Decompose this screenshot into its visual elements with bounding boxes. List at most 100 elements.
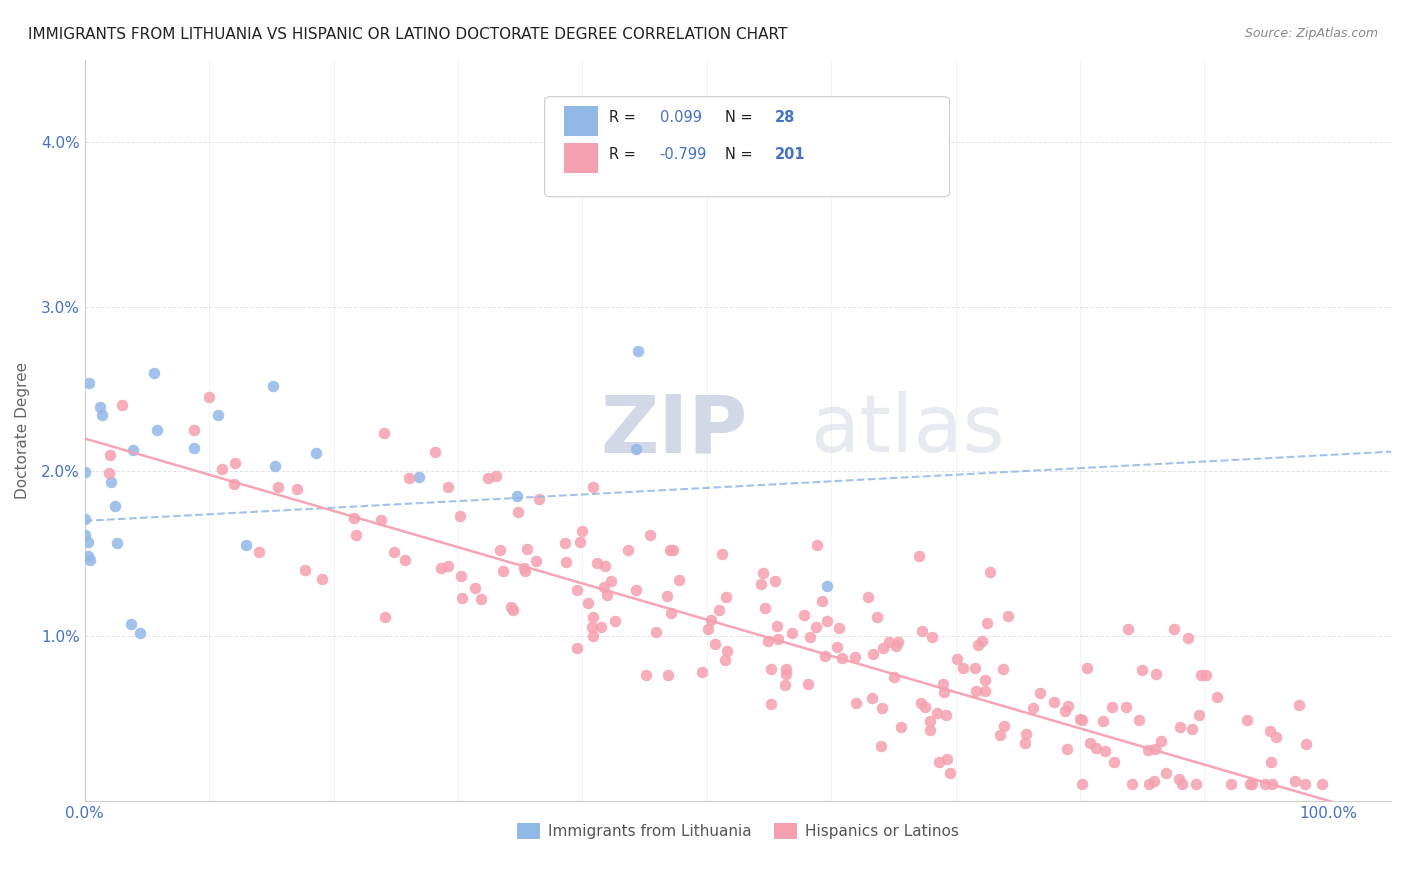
Point [825, 640, 848, 655]
Point [98, 448, 121, 462]
Point [374, 609, 396, 624]
Point [844, 649, 866, 664]
Text: IMMIGRANTS FROM LITHUANIA VS HISPANIC OR LATINO DOCTORATE DEGREE CORRELATION CHA: IMMIGRANTS FROM LITHUANIA VS HISPANIC OR… [28, 27, 787, 42]
Point [513, 561, 536, 575]
Point [603, 614, 626, 628]
Point [224, 457, 246, 471]
Point [491, 564, 513, 578]
Point [627, 344, 650, 359]
Point [1056, 742, 1078, 756]
Point [554, 536, 576, 550]
Point [988, 728, 1011, 742]
Point [1102, 755, 1125, 769]
Point [918, 723, 941, 738]
Point [780, 626, 803, 640]
Point [1310, 777, 1333, 791]
Point [489, 542, 512, 557]
Y-axis label: Doctorate Degree: Doctorate Degree [15, 361, 30, 499]
Point [501, 599, 523, 614]
Point [1167, 772, 1189, 786]
Point [759, 697, 782, 711]
Point [761, 663, 783, 677]
Point [970, 634, 993, 648]
Point [581, 620, 603, 634]
Point [122, 442, 145, 457]
Point [1043, 695, 1066, 709]
Point [294, 563, 316, 577]
Point [799, 630, 821, 644]
Point [1188, 708, 1211, 723]
Point [952, 661, 974, 675]
Point [311, 572, 333, 586]
Point [911, 624, 934, 639]
Point [582, 629, 605, 643]
Point [690, 665, 713, 679]
Point [120, 616, 142, 631]
Point [1076, 661, 1098, 675]
Point [211, 462, 233, 476]
Text: N =: N = [725, 110, 756, 125]
Point [1071, 777, 1094, 791]
Point [576, 596, 599, 610]
Point [398, 471, 420, 485]
Point [710, 547, 733, 561]
Point [343, 510, 366, 524]
Text: R =: R = [609, 110, 640, 125]
Point [815, 614, 838, 628]
Point [793, 608, 815, 623]
Point [430, 561, 453, 575]
Point [1144, 742, 1167, 756]
Point [993, 719, 1015, 733]
Point [1137, 777, 1160, 791]
Point [207, 408, 229, 422]
Point [768, 632, 790, 646]
Point [267, 479, 290, 493]
Point [714, 591, 737, 605]
Point [515, 541, 537, 556]
Point [247, 545, 270, 559]
Point [657, 668, 679, 682]
Point [75, 528, 97, 542]
Point [1219, 777, 1241, 791]
Point [1177, 632, 1199, 646]
Point [624, 582, 647, 597]
Point [890, 720, 912, 734]
Point [513, 564, 536, 578]
Point [775, 667, 797, 681]
Point [595, 588, 617, 602]
Point [860, 691, 883, 706]
Point [831, 650, 853, 665]
Point [524, 554, 547, 568]
Point [974, 673, 997, 687]
Point [582, 480, 605, 494]
Point [1014, 736, 1036, 750]
Point [224, 477, 246, 491]
Point [567, 583, 589, 598]
Point [749, 576, 772, 591]
Point [1015, 727, 1038, 741]
Text: ZIP: ZIP [600, 392, 748, 469]
Point [450, 569, 472, 583]
Point [1181, 723, 1204, 737]
Point [862, 647, 884, 661]
Point [870, 701, 893, 715]
Text: 28: 28 [775, 110, 794, 125]
Point [939, 765, 962, 780]
Point [866, 610, 889, 624]
Point [1116, 622, 1139, 636]
Point [697, 623, 720, 637]
Point [449, 508, 471, 523]
Text: 201: 201 [775, 147, 806, 162]
Point [79, 376, 101, 390]
Point [806, 538, 828, 552]
Point [766, 619, 789, 633]
Point [1071, 713, 1094, 727]
Point [806, 619, 828, 633]
Point [921, 630, 943, 644]
Point [1295, 737, 1317, 751]
Point [585, 556, 607, 570]
Point [1260, 756, 1282, 770]
Point [1130, 663, 1153, 677]
Point [370, 513, 392, 527]
Point [966, 638, 988, 652]
